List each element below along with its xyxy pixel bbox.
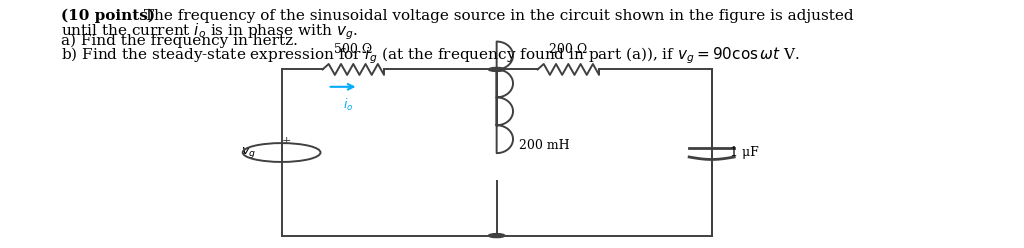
Circle shape [488,67,505,71]
Text: The frequency of the sinusoidal voltage source in the circuit shown in the figur: The frequency of the sinusoidal voltage … [139,9,854,23]
Text: 200 mH: 200 mH [519,139,569,152]
Text: 200 Ω: 200 Ω [549,43,588,56]
Circle shape [488,234,505,238]
Text: $i_o$: $i_o$ [343,97,353,113]
Text: 500 Ω: 500 Ω [334,43,373,56]
Text: −: − [282,156,292,169]
Text: $v_g$: $v_g$ [242,145,256,160]
Text: a) Find the frequency in hertz.: a) Find the frequency in hertz. [61,33,298,48]
Text: +: + [282,136,292,146]
Text: until the current $i_o$ is in phase with $v_g$.: until the current $i_o$ is in phase with… [61,21,358,42]
Text: 1 μF: 1 μF [730,146,759,159]
Text: b) Find the steady-state expression for $i_g$ (at the frequency found in part (a: b) Find the steady-state expression for … [61,46,800,66]
Text: (10 points): (10 points) [61,9,156,23]
